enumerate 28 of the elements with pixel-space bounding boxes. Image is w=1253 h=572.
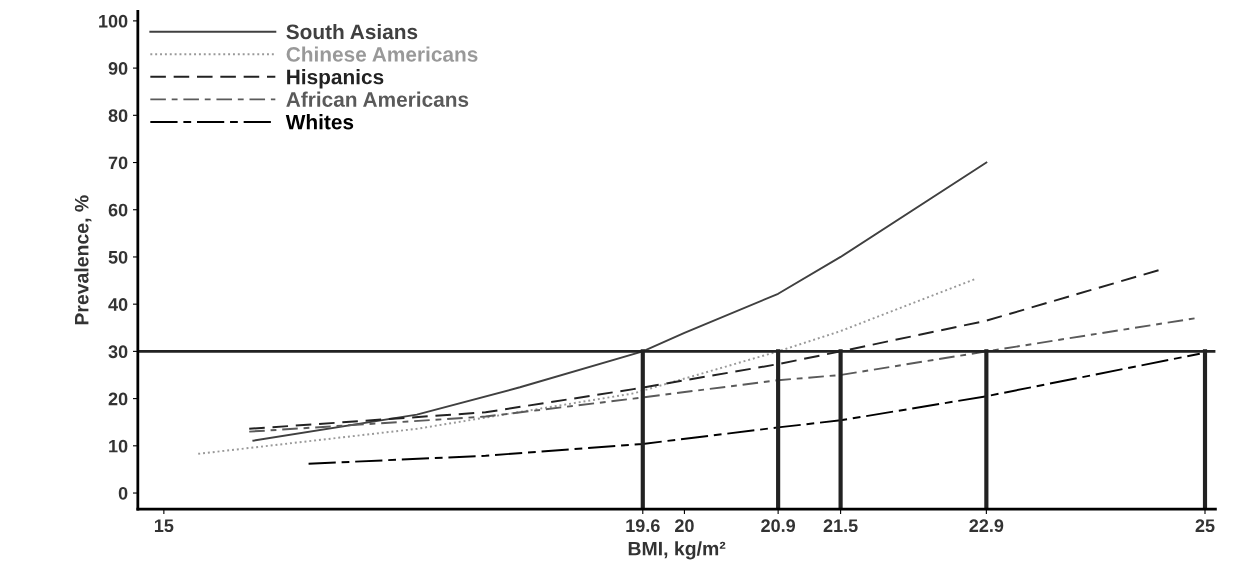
y-tick-label: 100	[99, 14, 128, 28]
x-tick-label: 20	[675, 519, 694, 533]
y-tick-label: 20	[108, 392, 128, 406]
x-axis-title: BMI, kg/m²	[628, 541, 726, 560]
y-tick-label: 10	[109, 439, 128, 453]
y-tick-label: 50	[108, 250, 128, 264]
y-tick-label: 60	[108, 203, 128, 217]
y-tick-label: 70	[108, 156, 128, 170]
x-tick-label: 20.9	[761, 519, 796, 533]
x-tick-label: 19.6	[626, 519, 660, 533]
line-series	[197, 277, 977, 455]
line-series	[252, 161, 988, 442]
x-tick-label: 21.5	[823, 519, 858, 533]
y-tick-label: 40	[108, 298, 128, 311]
y-tick-label: 0	[118, 486, 128, 500]
text: Whites	[285, 114, 354, 130]
text: African Americans	[286, 91, 469, 107]
x-tick-label: 22.9	[969, 519, 1004, 533]
text: South Asians	[286, 23, 418, 40]
x-tick-label: 25	[1195, 519, 1215, 533]
text: Hispanics	[287, 69, 384, 89]
y-tick-label: 30	[108, 345, 128, 359]
y-tick-label: 80	[108, 109, 128, 123]
text: Chinese Americans	[286, 46, 478, 62]
y-tick-label: 90	[108, 62, 128, 75]
line-series	[307, 352, 1201, 465]
y-axis-title: Prevalence, %	[74, 195, 92, 325]
x-tick-label: 15	[154, 519, 174, 533]
